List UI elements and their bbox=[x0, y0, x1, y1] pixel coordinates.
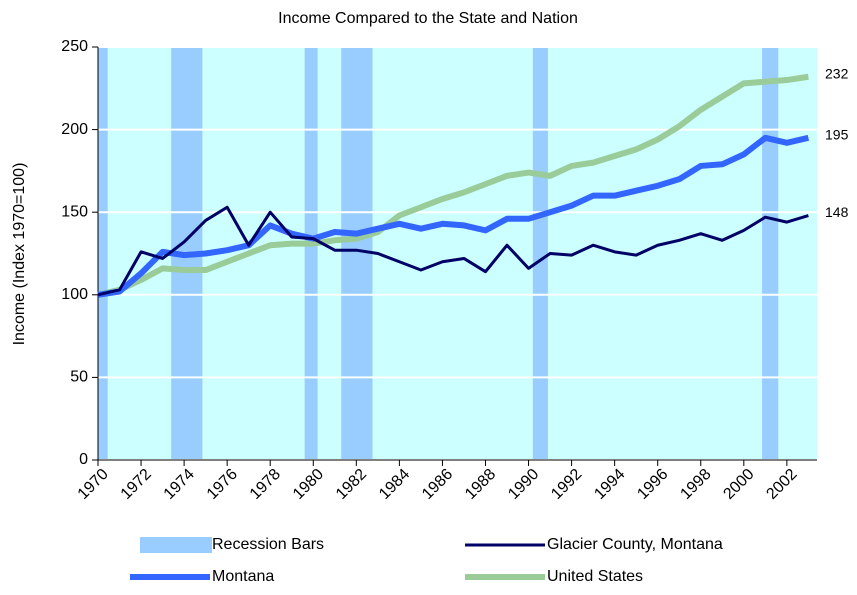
x-tick-label: 1990 bbox=[505, 466, 542, 503]
x-tick-label: 1978 bbox=[247, 466, 284, 503]
legend-label: Recession Bars bbox=[212, 536, 324, 553]
x-tick-label: 1996 bbox=[634, 466, 671, 503]
recession-bar bbox=[98, 47, 108, 460]
y-tick-label: 150 bbox=[61, 203, 88, 220]
x-tick-label: 1998 bbox=[677, 466, 714, 503]
y-tick-label: 200 bbox=[61, 121, 88, 138]
y-tick-label: 100 bbox=[61, 286, 88, 303]
series-line bbox=[97, 73, 809, 298]
recession-bar bbox=[304, 47, 318, 460]
series-line bbox=[97, 134, 810, 298]
x-tick-label: 1994 bbox=[591, 466, 628, 503]
x-tick-label: 1974 bbox=[161, 466, 198, 503]
x-tick-label: 1980 bbox=[290, 466, 327, 503]
y-tick-label: 0 bbox=[79, 451, 88, 468]
recession-bar bbox=[762, 47, 779, 460]
x-tick-label: 1982 bbox=[333, 466, 370, 503]
x-tick-label: 1986 bbox=[419, 466, 456, 503]
y-axis-label: Income (Index 1970=100) bbox=[11, 163, 28, 346]
legend-label: United States bbox=[547, 568, 643, 585]
recession-bar bbox=[341, 47, 373, 460]
legend-swatch bbox=[140, 537, 212, 553]
x-tick-label: 1972 bbox=[118, 466, 155, 503]
chart-title: Income Compared to the State and Nation bbox=[278, 10, 578, 27]
x-tick-label: 1988 bbox=[462, 466, 499, 503]
x-tick-label: 2002 bbox=[763, 466, 800, 503]
y-tick-label: 250 bbox=[61, 38, 88, 55]
x-tick-label: 1970 bbox=[75, 466, 112, 503]
series-line bbox=[97, 205, 809, 297]
legend-label: Glacier County, Montana bbox=[547, 536, 723, 553]
legend-label: Montana bbox=[212, 568, 274, 585]
end-label: 195 bbox=[825, 127, 849, 143]
x-tick-label: 1976 bbox=[204, 466, 241, 503]
end-label: 232 bbox=[825, 65, 849, 81]
end-label: 148 bbox=[825, 204, 849, 220]
x-tick-label: 1984 bbox=[376, 466, 413, 503]
x-tick-label: 1992 bbox=[548, 466, 585, 503]
x-tick-label: 2000 bbox=[720, 466, 757, 503]
recession-bar bbox=[532, 47, 548, 460]
y-tick-label: 50 bbox=[70, 369, 88, 386]
